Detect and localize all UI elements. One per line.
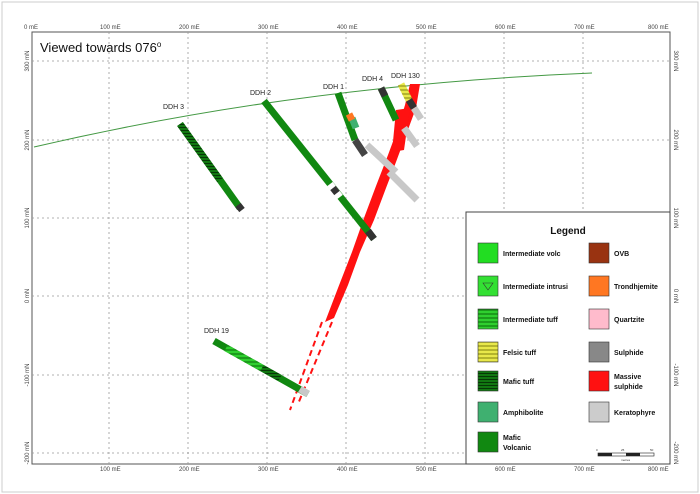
scale-tick-label: 25 — [621, 448, 625, 452]
x-tick-label: 300 mE — [258, 25, 279, 31]
y-tick-label: 100 mN — [25, 207, 31, 228]
drillhole-ddh130: DDH 130 — [391, 73, 424, 121]
x-axis-bottom: 100 mE 200 mE 300 mE 400 mE 500 mE 600 m… — [100, 467, 669, 473]
y-tick-label: -100 mN — [25, 363, 31, 386]
legend-swatch — [477, 431, 499, 453]
triangle-icon — [482, 282, 494, 291]
drillhole-label: DDH 2 — [250, 90, 271, 97]
massive-sulphide-body — [289, 84, 420, 411]
drillhole-ddh19: DDH 19 — [204, 328, 310, 398]
legend-label: sulphide — [614, 384, 643, 391]
y-tick-label: -200 mN — [672, 441, 678, 464]
legend-swatch — [477, 275, 499, 297]
legend-swatch — [588, 341, 610, 363]
y-tick-label: 0 mN — [672, 289, 678, 303]
x-tick-label: 400 mE — [337, 25, 358, 31]
x-tick-label: 100 mE — [100, 467, 121, 473]
drillhole-label: DDH 4 — [362, 76, 383, 83]
legend-label: OVB — [614, 251, 629, 258]
x-tick-label: 200 mE — [179, 25, 200, 31]
legend-swatch — [477, 341, 499, 363]
scale-tick-label: 0 — [596, 448, 598, 452]
y-tick-label: -200 mN — [25, 441, 31, 464]
legend-label: Keratophyre — [614, 410, 655, 417]
x-tick-label: 700 mE — [574, 467, 595, 473]
y-axis-right: 300 mN 200 mN 100 mN 0 mN -100 mN -200 m… — [672, 50, 678, 464]
x-tick-label: 100 mE — [100, 25, 121, 31]
x-axis-top: 0 mE 100 mE 200 mE 300 mE 400 mE 500 mE … — [24, 25, 669, 31]
x-tick-label: 400 mE — [337, 467, 358, 473]
drillhole-ddh1: DDH 1 — [323, 84, 368, 157]
x-tick-label: 700 mE — [574, 25, 595, 31]
legend-swatch — [588, 370, 610, 392]
legend-swatch — [588, 401, 610, 423]
y-tick-label: 0 mN — [25, 289, 31, 303]
legend-swatch — [477, 308, 499, 330]
drillhole-label: DDH 1 — [323, 84, 344, 91]
drillhole-label: DDH 3 — [163, 104, 184, 111]
legend: Legend Intermediate volc Intermediate in… — [465, 211, 671, 465]
legend-swatch — [477, 242, 499, 264]
legend-label: Amphibolite — [503, 410, 544, 417]
legend-swatch — [588, 308, 610, 330]
drillhole-label: DDH 19 — [204, 328, 229, 335]
legend-label: Quartzite — [614, 317, 644, 324]
legend-swatch — [588, 275, 610, 297]
scale-bar: 0 25 50 metres — [596, 448, 655, 462]
x-tick-label: 800 mE — [648, 25, 669, 31]
view-title: Viewed towards 076o — [40, 40, 162, 55]
y-tick-label: 300 mN — [25, 50, 31, 71]
legend-swatch — [588, 242, 610, 264]
legend-label: Intermediate intrusi — [503, 284, 568, 291]
y-tick-label: -100 mN — [672, 363, 678, 386]
legend-label: Intermediate tuff — [503, 317, 559, 324]
x-tick-label: 800 mE — [648, 467, 669, 473]
legend-label: Intermediate volc — [503, 251, 561, 258]
x-tick-label: 300 mE — [258, 467, 279, 473]
legend-label: Massive — [614, 374, 641, 381]
scale-unit: metres — [621, 458, 631, 462]
x-tick-label: 600 mE — [495, 25, 516, 31]
legend-label: Volcanic — [503, 445, 531, 452]
legend-label: Felsic tuff — [503, 350, 537, 357]
y-tick-label: 200 mN — [25, 129, 31, 150]
legend-title: Legend — [550, 226, 586, 237]
y-axis-left: 300 mN 200 mN 100 mN 0 mN -100 mN -200 m… — [25, 50, 31, 464]
legend-swatch — [477, 401, 499, 423]
topography-line — [33, 72, 593, 148]
y-tick-label: 100 mN — [672, 207, 678, 228]
drillhole-ddh4: DDH 4 — [362, 76, 420, 203]
drillhole-ddh3: DDH 3 — [163, 104, 245, 213]
scale-tick-label: 50 — [650, 448, 654, 452]
y-tick-label: 300 mN — [672, 50, 678, 71]
legend-label: Trondhjemite — [614, 284, 658, 291]
x-tick-label: 600 mE — [495, 467, 516, 473]
x-tick-label: 500 mE — [416, 25, 437, 31]
y-tick-label: 200 mN — [672, 129, 678, 150]
legend-label: Sulphide — [614, 350, 644, 357]
legend-label: Mafic tuff — [503, 379, 535, 386]
legend-box — [465, 211, 671, 465]
drillhole-ddh2: DDH 2 — [250, 90, 377, 242]
x-tick-corner: 0 mE — [24, 25, 38, 31]
x-tick-label: 500 mE — [416, 467, 437, 473]
legend-label: Mafic — [503, 435, 521, 442]
x-tick-label: 200 mE — [179, 467, 200, 473]
drillhole-label: DDH 130 — [391, 73, 420, 80]
legend-swatch — [477, 370, 499, 392]
